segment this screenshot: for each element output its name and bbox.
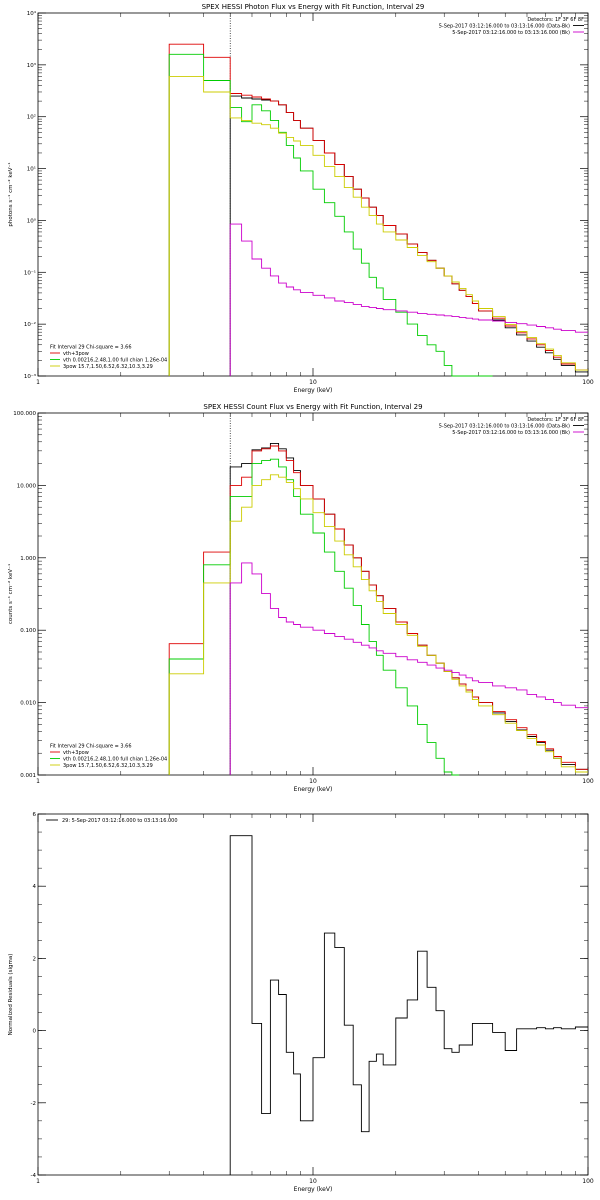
chart-title: SPEX HESSI Count Flux vs Energy with Fit… <box>203 403 422 411</box>
legend-entry: 5-Sep-2017 03:12:16.000 to 03:13:16.000 … <box>452 30 570 36</box>
x-tick-label: 100 <box>582 1178 594 1185</box>
legend-entry: 5-Sep-2017 03:12:16.000 to 03:13:16.000 … <box>452 430 570 436</box>
x-tick-label: 10 <box>309 379 317 386</box>
x-axis-label: Energy (keV) <box>294 1186 333 1193</box>
y-tick-label: 10⁻³ <box>24 373 36 380</box>
series-line <box>168 75 588 376</box>
x-tick-label: 1 <box>36 379 40 386</box>
y-tick-label: 10² <box>27 114 36 121</box>
fit-legend-entry: 3pow 15.7,1.50,6.52,6.32,10.3,3.29 <box>63 763 153 769</box>
fit-legend-entry: vth+3pow <box>63 351 89 357</box>
y-tick-label: 0.010 <box>20 701 36 707</box>
series-line <box>229 95 588 376</box>
series-line <box>168 458 460 776</box>
y-tick-label: 10⁴ <box>27 10 37 17</box>
x-axis-label: Energy (keV) <box>294 387 333 394</box>
series-line <box>168 43 588 376</box>
y-tick-label: 4 <box>33 884 37 890</box>
y-tick-label: 100.000 <box>13 411 36 417</box>
x-tick-label: 1 <box>36 1178 40 1185</box>
legend-entry: 5-Sep-2017 03:12:16.000 to 03:13:16.000 … <box>439 424 570 430</box>
y-tick-label: 0 <box>33 1029 37 1035</box>
y-tick-label: 10⁰ <box>27 217 37 224</box>
chart-title: SPEX HESSI Photon Flux vs Energy with Fi… <box>202 3 425 11</box>
y-tick-label: 10¹ <box>27 166 36 173</box>
y-tick-label: 10⁻¹ <box>24 269 36 276</box>
fit-legend-entry: vth 0.00216,2.48,1.00 full chian 1.26e-0… <box>63 358 167 364</box>
y-tick-label: 1.000 <box>20 556 36 562</box>
y-tick-label: 0.100 <box>20 628 36 634</box>
series-line <box>229 562 588 775</box>
series-line <box>229 442 588 775</box>
fit-legend-entry: vth 0.00216,2.48,1.00 full chian 1.26e-0… <box>63 757 167 763</box>
x-tick-label: 10 <box>309 1178 317 1185</box>
count-flux-panel: SPEX HESSI Count Flux vs Energy with Fit… <box>7 403 594 793</box>
legend-header: Detectors: 1F 3F 6F 8F <box>527 417 584 423</box>
series-line <box>168 53 493 377</box>
y-tick-label: 10.000 <box>17 483 37 489</box>
y-tick-label: 10⁻² <box>24 321 36 328</box>
y-tick-label: 2 <box>33 956 37 962</box>
y-tick-label: 0.001 <box>20 773 36 779</box>
legend-entry: 5-Sep-2017 03:12:16.000 to 03:13:16.000 … <box>439 24 570 30</box>
y-tick-label: 6 <box>33 812 37 818</box>
x-tick-label: 10 <box>309 778 317 785</box>
series-line <box>229 223 588 376</box>
fit-legend-entry: 3pow 15.7,1.50,6.52,6.32,10.3,3.29 <box>63 364 153 370</box>
legend-entry: 29: 5-Sep-2017 03:12:16.000 to 03:13:16.… <box>62 818 178 824</box>
residuals-panel: 1 10 100 -4 -2 0 2 4 6 Energy (keV) Normalized Res… <box>8 812 594 1193</box>
fit-legend-entry: vth+3pow <box>63 750 89 756</box>
x-tick-label: 100 <box>582 379 594 386</box>
x-tick-label: 100 <box>582 778 594 785</box>
y-tick-label: 10³ <box>27 62 36 69</box>
y-axis-label: Normalized Residuals (sigma) <box>8 954 14 1036</box>
series-line <box>168 445 588 775</box>
y-tick-label: -2 <box>31 1101 36 1107</box>
series-line <box>229 835 588 1175</box>
series-line <box>168 474 588 775</box>
x-tick-label: 1 <box>36 778 40 785</box>
fit-legend-header: Fit Interval 29 Chi-square = 3.66 <box>50 345 132 351</box>
fit-legend-header: Fit Interval 29 Chi-square = 3.66 <box>50 744 132 750</box>
photon-flux-panel: SPEX HESSI Photon Flux vs Energy with Fi… <box>7 3 594 394</box>
y-tick-label: -4 <box>31 1173 37 1179</box>
y-axis-label: photons s⁻¹ cm⁻² keV⁻¹ <box>7 162 14 226</box>
x-axis-label: Energy (keV) <box>294 786 333 793</box>
legend-header: Detectors: 1F 3F 6F 8F <box>527 17 584 23</box>
y-axis-label: counts s⁻¹ cm⁻² keV⁻¹ <box>7 564 14 624</box>
